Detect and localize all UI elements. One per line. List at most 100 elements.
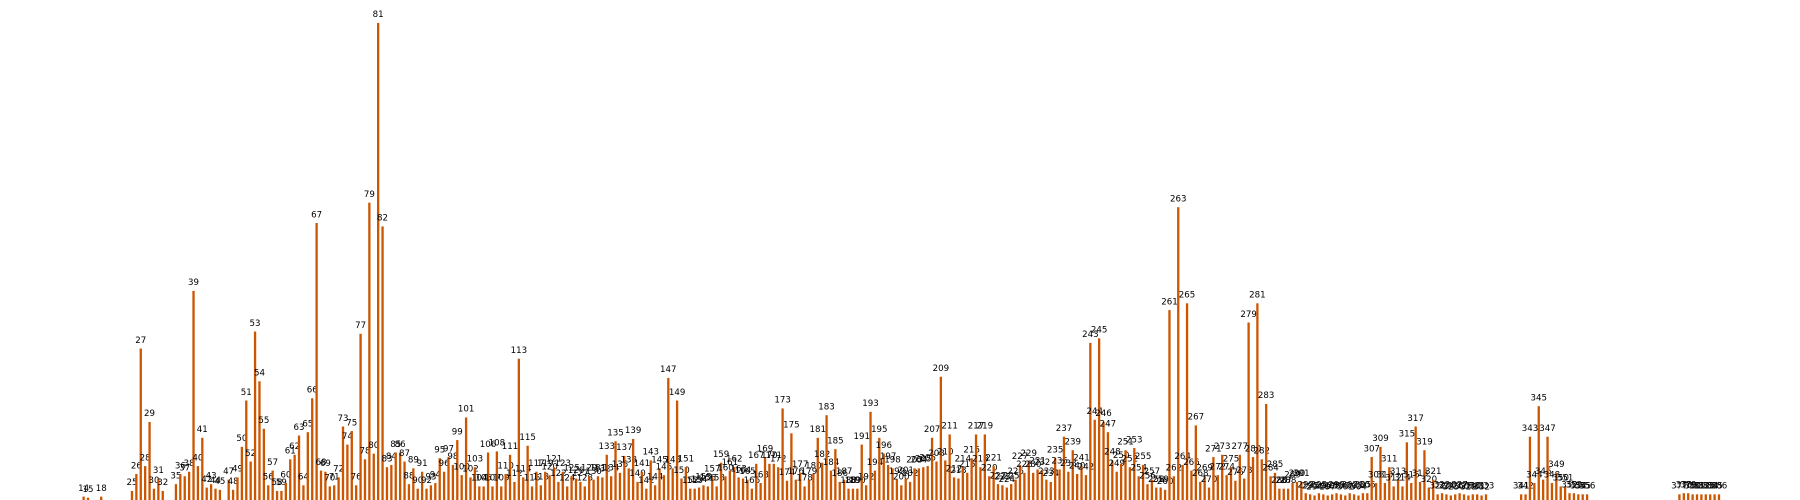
bar-label: 313 — [1390, 467, 1406, 477]
bar — [974, 434, 978, 500]
bar-label: 163 — [730, 465, 746, 475]
bar — [926, 466, 929, 500]
bar-label: 40 — [192, 453, 203, 463]
bar — [895, 479, 899, 500]
bar-label: 159 — [713, 450, 729, 460]
bar — [328, 486, 331, 500]
bar — [1084, 475, 1088, 500]
bar — [1462, 494, 1466, 500]
bar-label: 308 — [1368, 470, 1384, 480]
bar — [1075, 473, 1079, 500]
bar — [948, 434, 951, 500]
bar — [544, 471, 547, 500]
bar-label: 74 — [342, 432, 353, 442]
bar-label: 18 — [96, 484, 107, 494]
bar — [636, 481, 639, 500]
bar-label: 311 — [1381, 455, 1397, 465]
bar-label: 177 — [792, 460, 808, 470]
bar — [1168, 310, 1171, 500]
bar — [957, 478, 960, 500]
bar — [970, 458, 973, 500]
bar — [1251, 457, 1255, 500]
bar — [1717, 494, 1721, 500]
bar-label: 382 — [1693, 482, 1709, 492]
bar — [711, 477, 714, 500]
bar-label: 252 — [1122, 455, 1138, 465]
bar — [1418, 481, 1422, 500]
bar-label: 259 — [1152, 475, 1168, 485]
bar — [196, 466, 200, 500]
bar — [1278, 488, 1281, 500]
bar — [1423, 450, 1426, 500]
bar — [209, 484, 213, 500]
bar-label: 267 — [1188, 413, 1204, 423]
bar-label: 269 — [1196, 464, 1212, 474]
bar — [390, 464, 393, 500]
bar — [1374, 483, 1378, 500]
bar-label: 134 — [603, 464, 619, 474]
bar — [1467, 495, 1470, 500]
bar — [135, 473, 138, 500]
bar-label: 386 — [1711, 482, 1727, 492]
bar — [1005, 487, 1008, 500]
bar-label: 189 — [845, 476, 861, 486]
bar-label: 152 — [682, 476, 698, 486]
bar-label: 188 — [840, 476, 856, 486]
bar-label: 137 — [616, 443, 632, 453]
bar-label: 180 — [805, 461, 821, 471]
bar-label: 306 — [1359, 481, 1375, 491]
bar — [557, 481, 560, 500]
bar-label: 115 — [519, 433, 535, 443]
bar — [856, 488, 859, 500]
bar — [1405, 442, 1409, 500]
bar — [372, 453, 375, 500]
bar-label: 142 — [638, 476, 654, 486]
bar — [1238, 454, 1241, 500]
bar-label: 47 — [223, 467, 234, 477]
bar-label: 356 — [1579, 482, 1595, 492]
bar — [144, 466, 147, 500]
bar-label: 62 — [289, 442, 300, 452]
bar-label: 76 — [351, 473, 362, 483]
bar-label: 263 — [1170, 194, 1186, 204]
bar — [772, 463, 775, 500]
bar-label: 106 — [480, 440, 496, 450]
bar — [416, 488, 419, 500]
bar-label: 27 — [135, 336, 146, 346]
bar-label: 184 — [823, 458, 839, 468]
bar — [1229, 467, 1233, 500]
bar-label: 50 — [236, 434, 247, 444]
bar — [1388, 467, 1391, 500]
bar-label: 236 — [1051, 457, 1067, 467]
bar-label: 273 — [1214, 442, 1230, 452]
bar — [886, 464, 890, 500]
bar-label: 217 — [968, 422, 984, 432]
bar — [574, 478, 578, 500]
bar-label: 199 — [889, 467, 905, 477]
bar-label: 202 — [902, 469, 918, 479]
bar — [1432, 479, 1435, 500]
bar — [662, 475, 666, 500]
bar — [420, 471, 424, 500]
bar-label: 117 — [528, 459, 544, 469]
bar — [341, 426, 345, 500]
bar-label: 303 — [1346, 482, 1362, 492]
bar — [763, 457, 767, 500]
bar — [777, 467, 780, 500]
bar — [825, 415, 828, 500]
bar-label: 222 — [990, 471, 1006, 481]
bar — [478, 486, 481, 500]
bar — [1709, 494, 1712, 500]
bar — [1221, 454, 1224, 500]
bar-label: 114 — [515, 465, 531, 475]
bar — [1102, 421, 1105, 500]
bar-label: 141 — [634, 459, 650, 469]
bar-label: 286 — [1271, 476, 1287, 486]
bar-label: 378 — [1676, 481, 1692, 491]
bar-label: 36 — [175, 461, 186, 471]
bar — [996, 484, 1000, 500]
bar — [1313, 495, 1316, 500]
bar — [1115, 471, 1118, 500]
bar — [460, 475, 463, 500]
bar — [1691, 494, 1694, 500]
